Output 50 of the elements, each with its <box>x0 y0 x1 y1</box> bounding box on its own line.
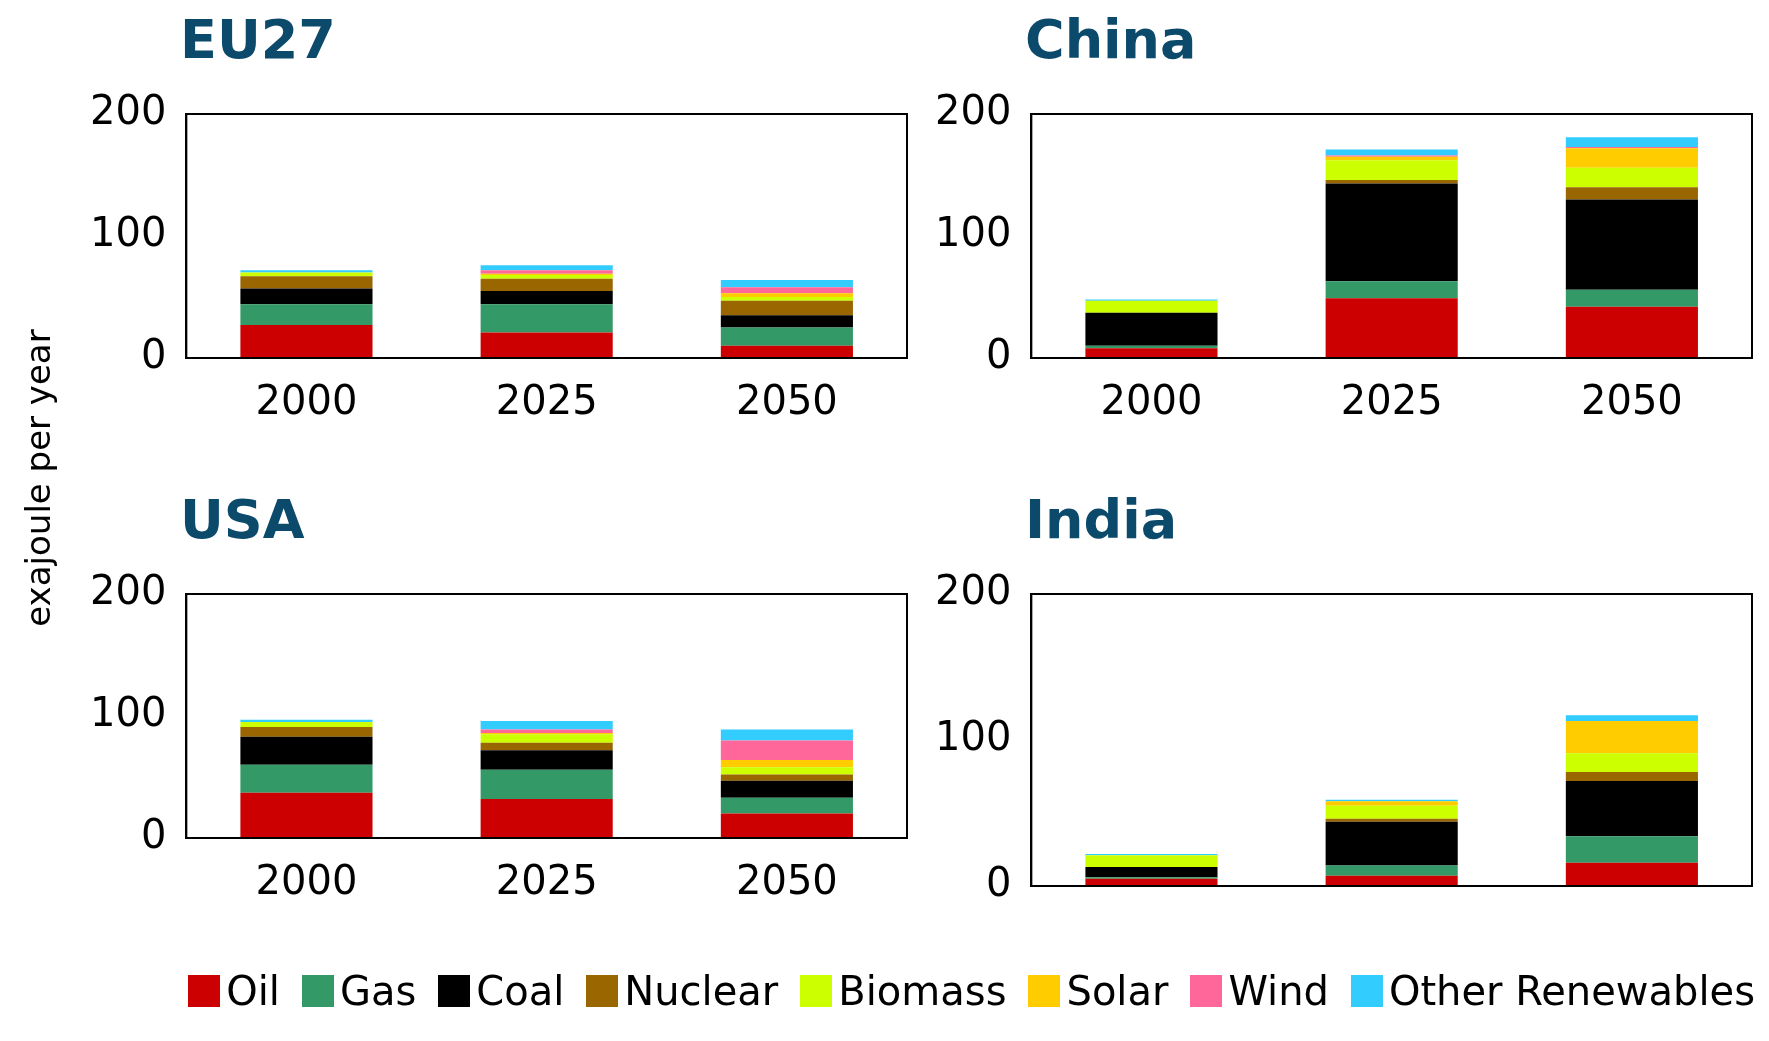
y-tick-label: 0 <box>140 331 167 378</box>
bar <box>1325 179 1458 184</box>
legend-label: Coal <box>476 968 565 1014</box>
chart-title: EU27 <box>180 8 336 71</box>
chart-title: China <box>1025 8 1197 71</box>
bar <box>1085 312 1218 346</box>
y-tick-label: 100 <box>934 713 1012 760</box>
bar <box>1325 281 1458 299</box>
bar <box>1085 300 1218 313</box>
y-tick-label: 100 <box>89 689 167 736</box>
x-tick-label: 2050 <box>735 377 838 424</box>
y-tick-label: 0 <box>140 811 167 858</box>
legend-label: Nuclear <box>624 968 779 1014</box>
legend-label: Biomass <box>838 968 1007 1014</box>
y-axis-title: exajoule per year <box>18 329 59 627</box>
legend-label: Wind <box>1228 968 1329 1014</box>
y-tick-label: 200 <box>89 567 167 614</box>
bar <box>1085 348 1218 358</box>
y-tick-label: 200 <box>934 87 1012 134</box>
x-tick-label: 2000 <box>255 377 358 424</box>
chart-title: India <box>1025 488 1178 551</box>
x-tick-label: 2000 <box>1100 377 1203 424</box>
bar <box>1565 148 1698 168</box>
x-tick-label: 2000 <box>255 857 358 904</box>
bar <box>1565 167 1698 188</box>
bar <box>1325 183 1458 282</box>
bar <box>1565 187 1698 200</box>
bar <box>1565 137 1698 147</box>
bar <box>1325 298 1458 358</box>
x-tick-label: 2050 <box>1580 377 1683 424</box>
y-tick-label: 100 <box>89 209 167 256</box>
bar <box>1325 160 1458 180</box>
legend-label: Oil <box>226 968 280 1014</box>
legend-label: Other Renewables <box>1388 968 1755 1014</box>
y-tick-label: 200 <box>89 87 167 134</box>
x-tick-label: 2025 <box>495 377 598 424</box>
y-tick-label: 0 <box>985 331 1012 378</box>
legend-label: Solar <box>1066 968 1169 1014</box>
bar <box>1565 199 1698 290</box>
x-tick-label: 2025 <box>1340 377 1443 424</box>
bar <box>1325 149 1458 156</box>
y-tick-label: 100 <box>934 209 1012 256</box>
x-tick-label: 2050 <box>735 857 838 904</box>
x-tick-label: 2025 <box>495 857 598 904</box>
bar <box>1565 289 1698 307</box>
y-tick-label: 200 <box>934 567 1012 614</box>
chart-title: USA <box>180 488 305 551</box>
legend-label: Gas <box>339 968 417 1014</box>
bar <box>1565 306 1698 358</box>
y-tick-label: 0 <box>985 859 1012 906</box>
